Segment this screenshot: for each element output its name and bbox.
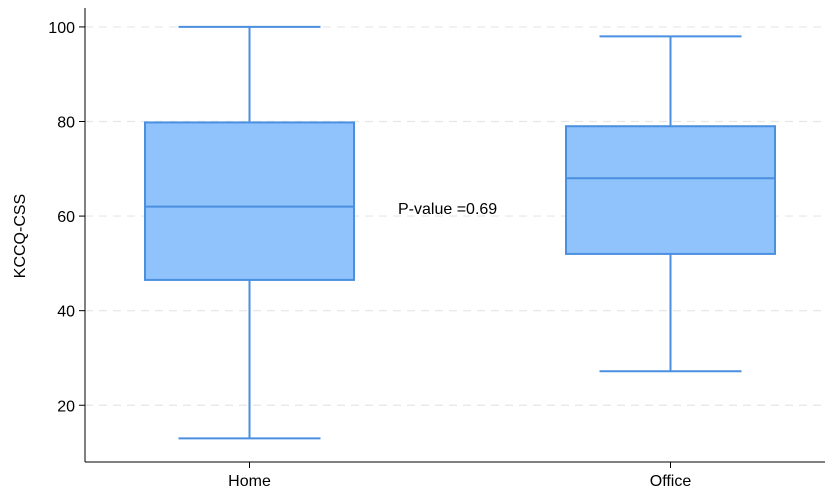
box-office bbox=[565, 35, 776, 373]
y-ticks: 20 40 60 80 100 bbox=[48, 20, 85, 415]
y-tick-label: 40 bbox=[57, 304, 75, 321]
iqr-box bbox=[144, 121, 355, 281]
box-home bbox=[144, 25, 355, 440]
y-tick-label: 60 bbox=[57, 209, 75, 226]
x-category-label: Office bbox=[650, 473, 692, 490]
p-value-annotation: P-value =0.69 bbox=[398, 201, 497, 218]
x-category-labels: Home Office bbox=[228, 462, 691, 490]
y-tick-label: 80 bbox=[57, 115, 75, 132]
y-tick-label: 20 bbox=[57, 398, 75, 415]
box-group bbox=[144, 25, 776, 440]
y-tick-label: 100 bbox=[48, 20, 75, 37]
iqr-box bbox=[565, 125, 776, 255]
x-category-label: Home bbox=[228, 473, 271, 490]
y-axis-title: KCCQ-CSS bbox=[12, 194, 29, 278]
axes bbox=[84, 8, 825, 463]
